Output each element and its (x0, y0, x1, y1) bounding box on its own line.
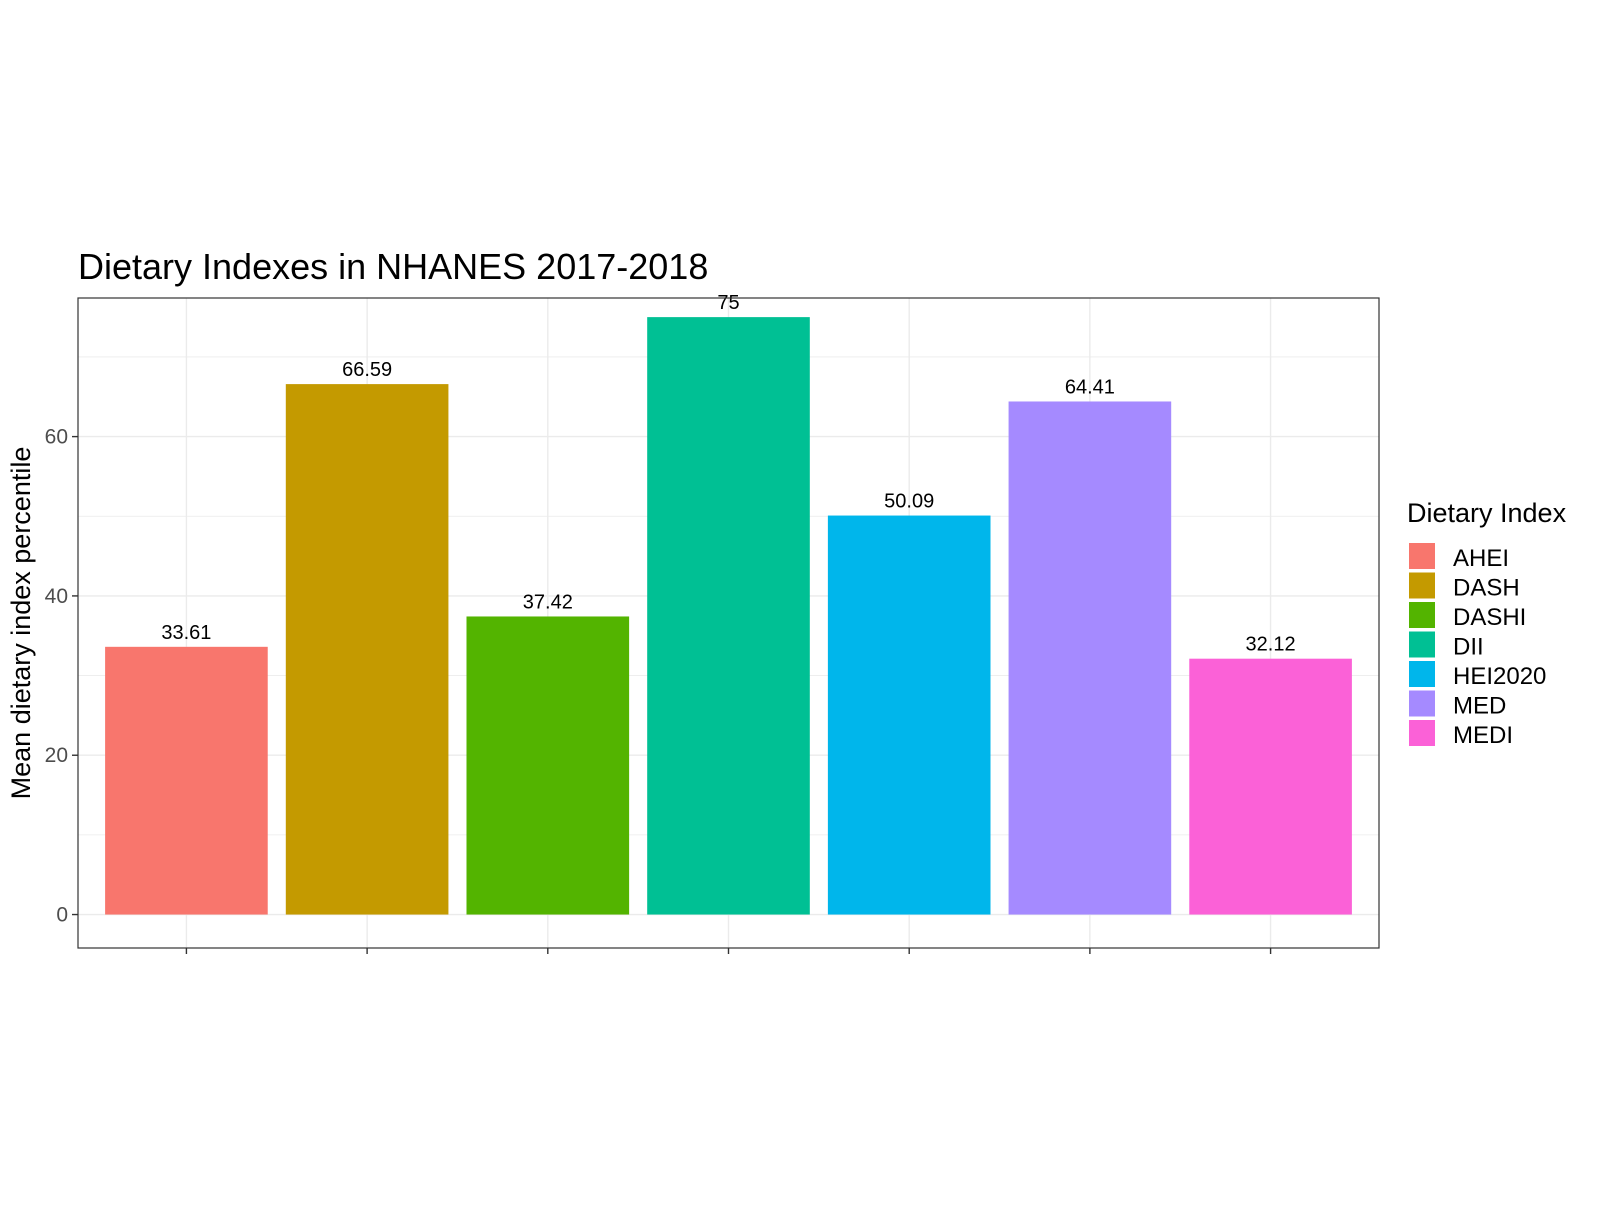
y-tick-label: 60 (45, 426, 68, 449)
legend-swatch (1409, 572, 1435, 599)
legend-swatch (1409, 720, 1435, 746)
legend-swatch (1409, 631, 1435, 658)
legend-label: DASH (1453, 575, 1520, 602)
legend-swatch (1409, 690, 1435, 717)
legend-label: AHEI (1453, 545, 1509, 572)
legend-label: DASHI (1453, 604, 1526, 631)
legend-swatch (1409, 543, 1435, 569)
bars (105, 317, 1352, 915)
y-axis-title: Mean dietary index percentile (6, 447, 36, 800)
legend-label: MEDI (1453, 722, 1513, 749)
legend-item-dashi: DASHI (1409, 602, 1526, 631)
legend-swatch (1409, 602, 1435, 628)
bar-value-label: 75 (717, 292, 739, 314)
bar-value-labels: 33.61 66.59 37.42 75 50.09 64.41 32.12 (161, 292, 1295, 656)
y-tick-label: 0 (56, 904, 68, 927)
bar-value-label: 64.41 (1065, 376, 1115, 398)
bar-med (1008, 401, 1172, 915)
bar-dash (285, 384, 449, 915)
chart-title: Dietary Indexes in NHANES 2017-2018 (78, 246, 708, 287)
bar-value-label: 66.59 (342, 359, 392, 381)
bar-ahei (105, 646, 268, 915)
legend-item-ahei: AHEI (1409, 543, 1509, 572)
panel-border (77, 297, 1380, 949)
bar-dashi (466, 616, 630, 915)
legend-item-hei2020: HEI2020 (1409, 661, 1546, 690)
legend-item-dash: DASH (1409, 572, 1520, 602)
legend-swatch (1409, 661, 1435, 687)
legend-item-medi: MEDI (1409, 720, 1513, 749)
bar-medi (1189, 658, 1352, 915)
bar-value-label: 32.12 (1246, 634, 1296, 656)
bar-value-label: 50.09 (884, 491, 934, 513)
bar-hei2020 (827, 515, 991, 915)
y-tick-label: 20 (45, 744, 68, 767)
bar-value-label: 37.42 (523, 591, 573, 613)
legend-label: MED (1453, 693, 1506, 720)
legend-item-med: MED (1409, 690, 1506, 720)
legend-item-dii: DII (1409, 631, 1484, 661)
legend-label: HEI2020 (1453, 663, 1546, 690)
bar-value-label: 33.61 (161, 622, 211, 644)
legend-title: Dietary Index (1407, 498, 1567, 528)
axes: 0 20 40 60 (45, 426, 1272, 954)
bar-dii (647, 317, 810, 915)
y-tick-label: 40 (45, 585, 68, 608)
legend-label: DII (1453, 634, 1484, 661)
